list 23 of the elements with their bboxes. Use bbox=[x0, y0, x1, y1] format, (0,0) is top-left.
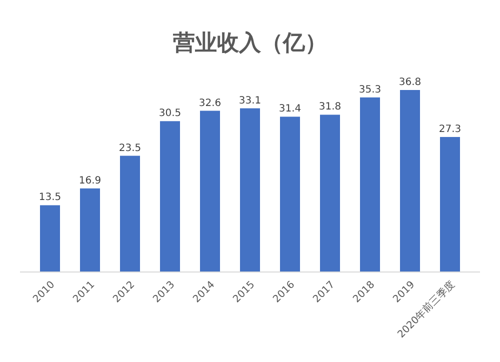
bar bbox=[200, 110, 220, 272]
chart-title: 营业收入（亿） bbox=[172, 31, 327, 56]
bar bbox=[160, 121, 180, 272]
bar bbox=[120, 156, 140, 272]
bar bbox=[360, 97, 380, 272]
data-label: 16.9 bbox=[78, 175, 102, 186]
bar bbox=[80, 188, 100, 272]
data-label: 27.3 bbox=[438, 124, 462, 135]
data-label: 35.3 bbox=[358, 84, 382, 96]
data-label: 32.6 bbox=[198, 98, 222, 109]
data-label: 36.8 bbox=[398, 77, 422, 88]
bar bbox=[320, 114, 340, 272]
data-label: 31.4 bbox=[278, 104, 302, 115]
bar bbox=[40, 205, 60, 272]
bar bbox=[400, 90, 420, 272]
data-label: 31.8 bbox=[318, 102, 342, 113]
bar bbox=[280, 116, 300, 272]
bar bbox=[440, 136, 460, 272]
data-label: 13.5 bbox=[38, 192, 62, 204]
data-label: 33.1 bbox=[238, 95, 262, 106]
data-label: 23.5 bbox=[118, 142, 142, 154]
data-label: 30.5 bbox=[158, 108, 182, 120]
bar bbox=[240, 108, 260, 272]
